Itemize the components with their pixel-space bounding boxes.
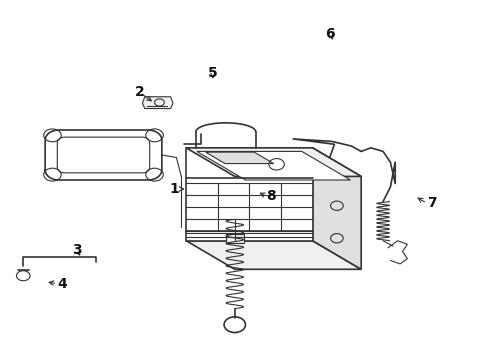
Text: 1: 1: [169, 182, 179, 196]
Text: 7: 7: [426, 196, 436, 210]
Text: 3: 3: [72, 243, 81, 257]
Text: 5: 5: [207, 66, 217, 80]
Polygon shape: [186, 148, 361, 176]
Circle shape: [17, 271, 30, 281]
Polygon shape: [312, 148, 361, 269]
Polygon shape: [197, 152, 350, 180]
Polygon shape: [186, 241, 361, 269]
Polygon shape: [225, 234, 243, 243]
Polygon shape: [205, 152, 273, 163]
Polygon shape: [142, 97, 173, 109]
Text: 6: 6: [324, 27, 334, 41]
Polygon shape: [186, 148, 312, 241]
Text: 4: 4: [57, 276, 67, 291]
Text: 2: 2: [135, 85, 144, 99]
Text: 8: 8: [266, 189, 276, 203]
